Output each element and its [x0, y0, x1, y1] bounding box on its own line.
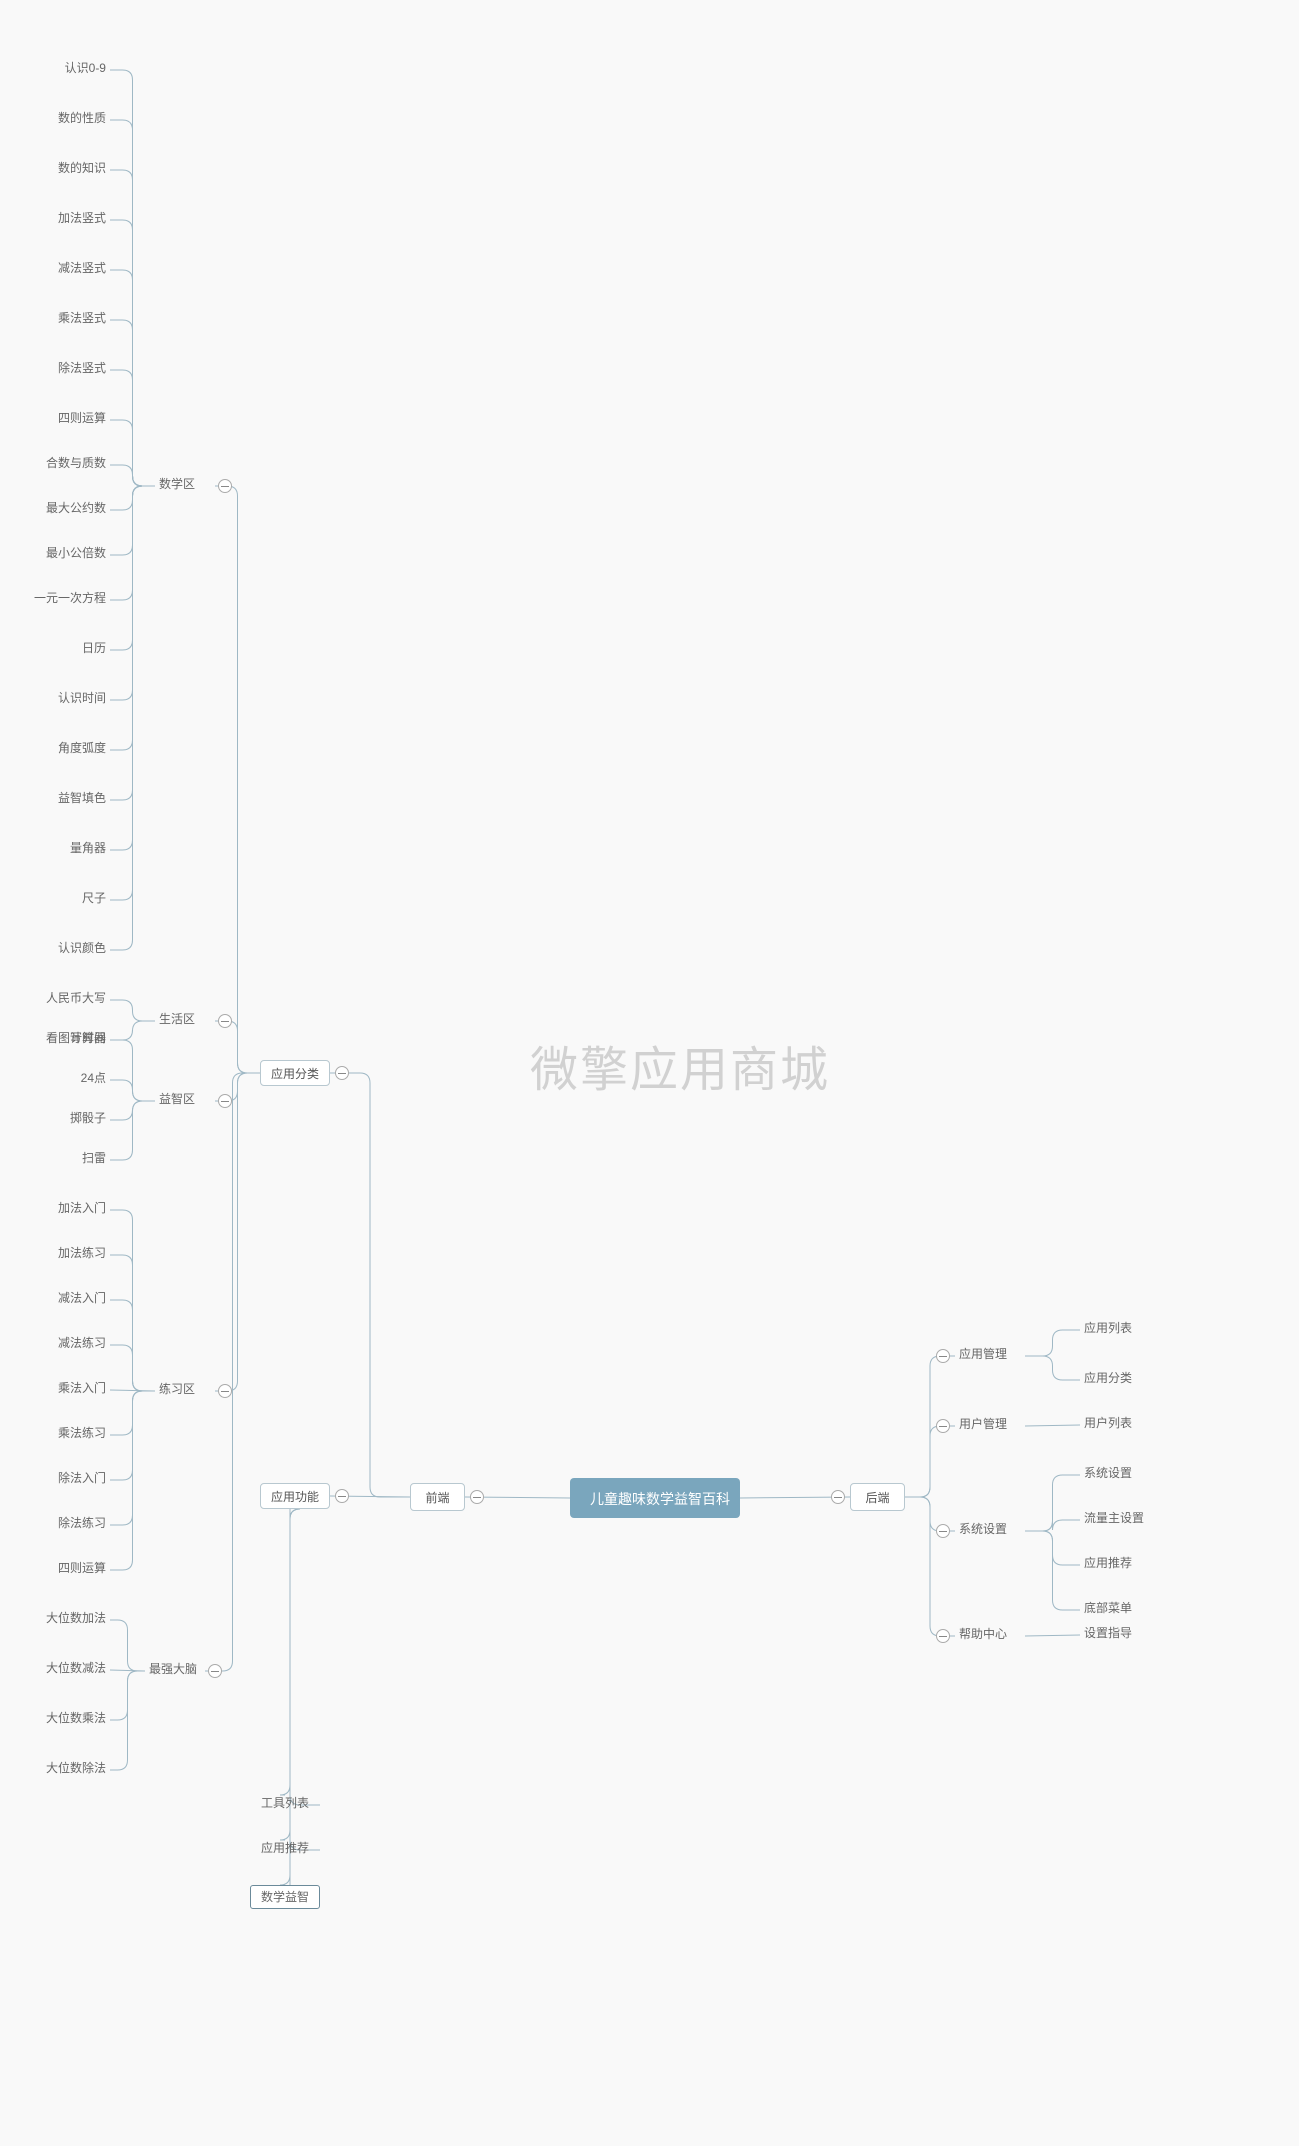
math_zone-leaf-5: 乘法竖式 — [20, 310, 110, 330]
brain-leaf-3: 大位数除法 — [20, 1760, 110, 1780]
toggle-brain[interactable] — [208, 1664, 222, 1678]
math_zone-leaf-13: 认识时间 — [20, 690, 110, 710]
puzzle_zone-leaf-1: 24点 — [20, 1070, 110, 1090]
math_zone-leaf-6: 除法竖式 — [20, 360, 110, 380]
root-node: 儿童趣味数学益智百科 — [570, 1478, 740, 1518]
math_zone-leaf-12: 日历 — [20, 640, 110, 660]
app_mgmt-leaf-0: 应用列表 — [1080, 1320, 1170, 1340]
user_mgmt-leaf-0: 用户列表 — [1080, 1415, 1170, 1435]
math_zone-leaf-7: 四则运算 — [20, 410, 110, 430]
toggle-life_zone[interactable] — [218, 1014, 232, 1028]
math_zone-leaf-8: 合数与质数 — [20, 455, 110, 475]
practice-leaf-0: 加法入门 — [20, 1200, 110, 1220]
puzzle_zone-leaf-2: 掷骰子 — [20, 1110, 110, 1130]
backend-help[interactable]: 帮助中心 — [955, 1625, 1025, 1647]
toggle-sys_set[interactable] — [936, 1524, 950, 1538]
brain-leaf-1: 大位数减法 — [20, 1660, 110, 1680]
math_zone-leaf-3: 加法竖式 — [20, 210, 110, 230]
math_zone-leaf-16: 量角器 — [20, 840, 110, 860]
app-func-leaf-2[interactable]: 数学益智 — [250, 1885, 320, 1909]
app-func-leaf-1[interactable]: 应用推荐 — [250, 1840, 320, 1860]
sys_set-leaf-0: 系统设置 — [1080, 1465, 1170, 1485]
zone-puzzle_zone[interactable]: 益智区 — [155, 1090, 215, 1112]
toggle-puzzle_zone[interactable] — [218, 1094, 232, 1108]
practice-leaf-7: 除法练习 — [20, 1515, 110, 1535]
practice-leaf-2: 减法入门 — [20, 1290, 110, 1310]
watermark: 微擎应用商城 — [530, 1030, 830, 1100]
practice-leaf-4: 乘法入门 — [20, 1380, 110, 1400]
practice-leaf-5: 乘法练习 — [20, 1425, 110, 1445]
zone-math_zone[interactable]: 数学区 — [155, 475, 215, 497]
level1-frontend[interactable]: 前端 — [410, 1483, 465, 1511]
toggle-user_mgmt[interactable] — [936, 1419, 950, 1433]
practice-leaf-8: 四则运算 — [20, 1560, 110, 1580]
math_zone-leaf-10: 最小公倍数 — [20, 545, 110, 565]
math_zone-leaf-4: 减法竖式 — [20, 260, 110, 280]
zone-brain[interactable]: 最强大脑 — [145, 1660, 205, 1682]
puzzle_zone-leaf-3: 扫雷 — [20, 1150, 110, 1170]
frontend-app_func[interactable]: 应用功能 — [260, 1483, 330, 1509]
backend-sys_set[interactable]: 系统设置 — [955, 1520, 1025, 1542]
sys_set-leaf-3: 底部菜单 — [1080, 1600, 1170, 1620]
math_zone-leaf-2: 数的知识 — [20, 160, 110, 180]
life_zone-leaf-0: 人民币大写 — [20, 990, 110, 1010]
toggle-math_zone[interactable] — [218, 479, 232, 493]
help-leaf-0: 设置指导 — [1080, 1625, 1170, 1645]
toggle-frontend[interactable] — [470, 1490, 484, 1504]
backend-app_mgmt[interactable]: 应用管理 — [955, 1345, 1025, 1367]
math_zone-leaf-15: 益智填色 — [20, 790, 110, 810]
app_mgmt-leaf-1: 应用分类 — [1080, 1370, 1170, 1390]
puzzle_zone-leaf-0: 看图写时间 — [20, 1030, 110, 1050]
math_zone-leaf-9: 最大公约数 — [20, 500, 110, 520]
frontend-app_cat[interactable]: 应用分类 — [260, 1060, 330, 1086]
practice-leaf-6: 除法入门 — [20, 1470, 110, 1490]
sys_set-leaf-2: 应用推荐 — [1080, 1555, 1170, 1575]
brain-leaf-2: 大位数乘法 — [20, 1710, 110, 1730]
math_zone-leaf-1: 数的性质 — [20, 110, 110, 130]
math_zone-leaf-18: 认识颜色 — [20, 940, 110, 960]
practice-leaf-1: 加法练习 — [20, 1245, 110, 1265]
zone-life_zone[interactable]: 生活区 — [155, 1010, 215, 1032]
sys_set-leaf-1: 流量主设置 — [1080, 1510, 1170, 1530]
toggle-app_cat[interactable] — [335, 1066, 349, 1080]
practice-leaf-3: 减法练习 — [20, 1335, 110, 1355]
toggle-app_func[interactable] — [335, 1489, 349, 1503]
brain-leaf-0: 大位数加法 — [20, 1610, 110, 1630]
app-func-leaf-0[interactable]: 工具列表 — [250, 1795, 320, 1815]
backend-user_mgmt[interactable]: 用户管理 — [955, 1415, 1025, 1437]
toggle-backend[interactable] — [831, 1490, 845, 1504]
toggle-app_mgmt[interactable] — [936, 1349, 950, 1363]
math_zone-leaf-17: 尺子 — [20, 890, 110, 910]
toggle-help[interactable] — [936, 1629, 950, 1643]
zone-practice[interactable]: 练习区 — [155, 1380, 215, 1402]
math_zone-leaf-11: 一元一次方程 — [20, 590, 110, 610]
math_zone-leaf-0: 认识0-9 — [20, 60, 110, 80]
toggle-practice[interactable] — [218, 1384, 232, 1398]
level1-backend[interactable]: 后端 — [850, 1483, 905, 1511]
math_zone-leaf-14: 角度弧度 — [20, 740, 110, 760]
